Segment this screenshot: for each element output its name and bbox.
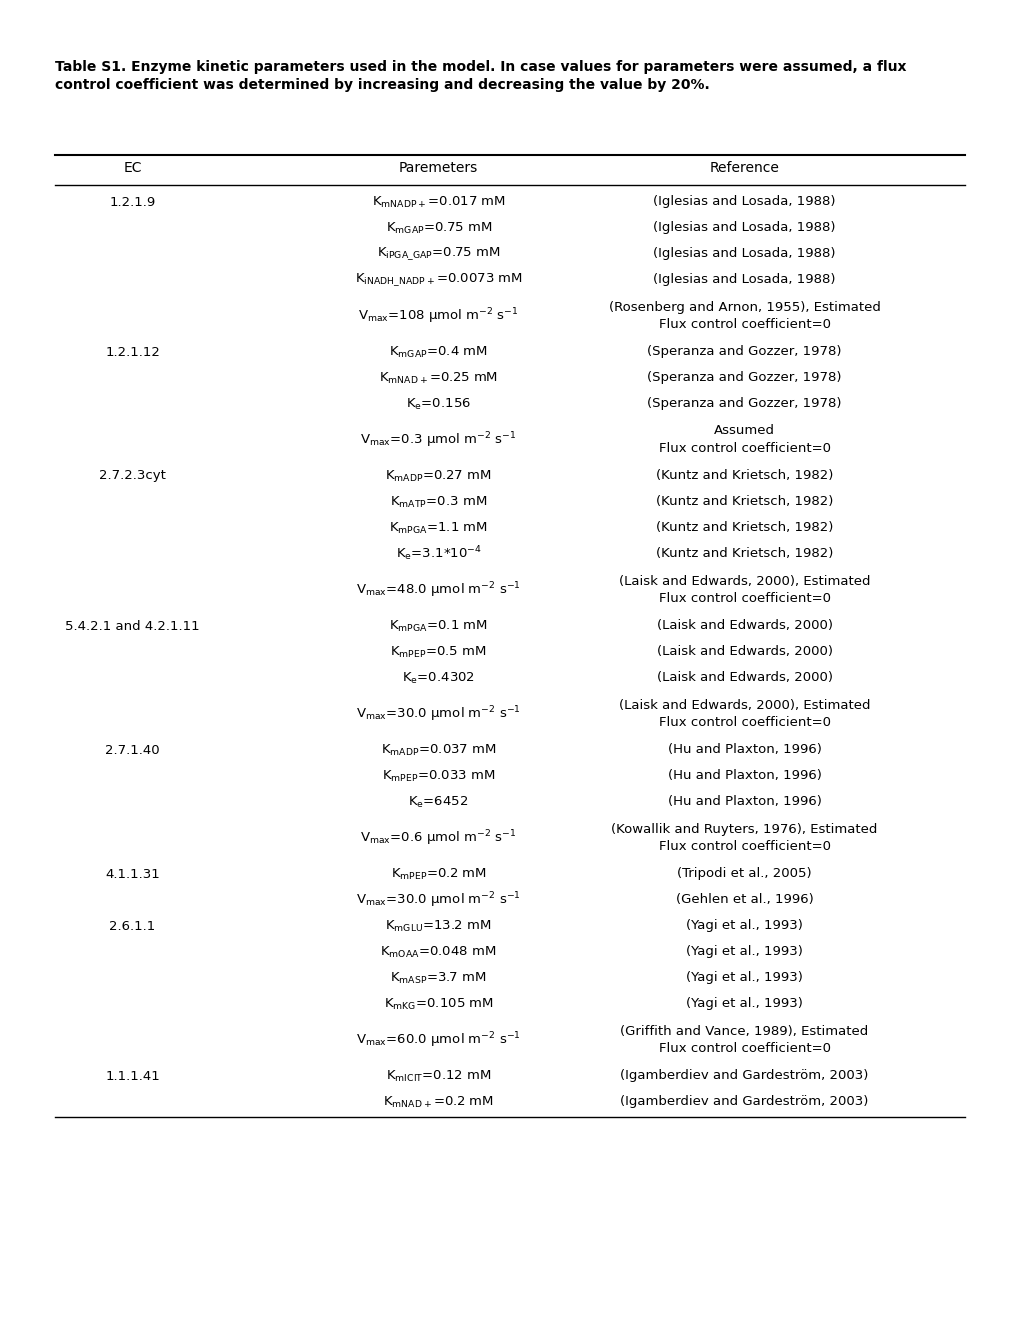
Text: V$_{\mathrm{max}}$=48.0 μmol m$^{-2}$ s$^{-1}$: V$_{\mathrm{max}}$=48.0 μmol m$^{-2}$ s$… [356,581,521,599]
Text: (Hu and Plaxton, 1996): (Hu and Plaxton, 1996) [667,770,820,783]
Text: Table S1. Enzyme kinetic parameters used in the model. In case values for parame: Table S1. Enzyme kinetic parameters used… [55,59,906,74]
Text: (Hu and Plaxton, 1996): (Hu and Plaxton, 1996) [667,743,820,756]
Text: (Speranza and Gozzer, 1978): (Speranza and Gozzer, 1978) [647,346,841,359]
Text: K$_{\mathrm{e}}$=6452: K$_{\mathrm{e}}$=6452 [408,795,469,809]
Text: 4.1.1.31: 4.1.1.31 [105,867,160,880]
Text: Assumed: Assumed [713,425,774,437]
Text: K$_{\mathrm{mGLU}}$=13.2 mM: K$_{\mathrm{mGLU}}$=13.2 mM [385,919,491,933]
Text: K$_{\mathrm{mOAA}}$=0.048 mM: K$_{\mathrm{mOAA}}$=0.048 mM [380,944,496,960]
Text: (Iglesias and Losada, 1988): (Iglesias and Losada, 1988) [653,248,835,260]
Text: V$_{\mathrm{max}}$=108 μmol m$^{-2}$ s$^{-1}$: V$_{\mathrm{max}}$=108 μmol m$^{-2}$ s$^… [358,306,519,326]
Text: (Laisk and Edwards, 2000), Estimated: (Laisk and Edwards, 2000), Estimated [619,698,869,711]
Text: K$_{\mathrm{mPEP}}$=0.033 mM: K$_{\mathrm{mPEP}}$=0.033 mM [381,768,495,784]
Text: (Kuntz and Krietsch, 1982): (Kuntz and Krietsch, 1982) [655,548,833,561]
Text: (Yagi et al., 1993): (Yagi et al., 1993) [686,920,802,932]
Text: (Igamberdiev and Gardeström, 2003): (Igamberdiev and Gardeström, 2003) [620,1069,868,1082]
Text: K$_{\mathrm{mICIT}}$=0.12 mM: K$_{\mathrm{mICIT}}$=0.12 mM [385,1068,491,1084]
Text: (Igamberdiev and Gardeström, 2003): (Igamberdiev and Gardeström, 2003) [620,1096,868,1109]
Text: (Yagi et al., 1993): (Yagi et al., 1993) [686,945,802,958]
Text: (Laisk and Edwards, 2000): (Laisk and Edwards, 2000) [656,672,832,685]
Text: K$_{\mathrm{mATP}}$=0.3 mM: K$_{\mathrm{mATP}}$=0.3 mM [389,495,487,510]
Text: V$_{\mathrm{max}}$=30.0 μmol m$^{-2}$ s$^{-1}$: V$_{\mathrm{max}}$=30.0 μmol m$^{-2}$ s$… [356,890,521,909]
Text: K$_{\mathrm{mPEP}}$=0.5 mM: K$_{\mathrm{mPEP}}$=0.5 mM [390,644,486,660]
Text: control coefficient was determined by increasing and decreasing the value by 20%: control coefficient was determined by in… [55,78,709,92]
Text: (Speranza and Gozzer, 1978): (Speranza and Gozzer, 1978) [647,397,841,411]
Text: V$_{\mathrm{max}}$=60.0 μmol m$^{-2}$ s$^{-1}$: V$_{\mathrm{max}}$=60.0 μmol m$^{-2}$ s$… [356,1030,521,1049]
Text: 1.1.1.41: 1.1.1.41 [105,1069,160,1082]
Text: K$_{\mathrm{mGAP}}$=0.4 mM: K$_{\mathrm{mGAP}}$=0.4 mM [389,345,487,359]
Text: EC: EC [123,161,142,176]
Text: (Gehlen et al., 1996): (Gehlen et al., 1996) [675,894,813,907]
Text: (Laisk and Edwards, 2000): (Laisk and Edwards, 2000) [656,619,832,632]
Text: K$_{\mathrm{iPGA\_GAP}}$=0.75 mM: K$_{\mathrm{iPGA\_GAP}}$=0.75 mM [376,246,500,263]
Text: (Rosenberg and Arnon, 1955), Estimated: (Rosenberg and Arnon, 1955), Estimated [608,301,879,314]
Text: V$_{\mathrm{max}}$=30.0 μmol m$^{-2}$ s$^{-1}$: V$_{\mathrm{max}}$=30.0 μmol m$^{-2}$ s$… [356,704,521,723]
Text: (Kuntz and Krietsch, 1982): (Kuntz and Krietsch, 1982) [655,470,833,483]
Text: (Hu and Plaxton, 1996): (Hu and Plaxton, 1996) [667,796,820,808]
Text: Paremeters: Paremeters [398,161,478,176]
Text: (Speranza and Gozzer, 1978): (Speranza and Gozzer, 1978) [647,371,841,384]
Text: (Yagi et al., 1993): (Yagi et al., 1993) [686,972,802,985]
Text: Flux control coefficient=0: Flux control coefficient=0 [658,841,829,854]
Text: K$_{\mathrm{mPGA}}$=0.1 mM: K$_{\mathrm{mPGA}}$=0.1 mM [389,619,487,634]
Text: Flux control coefficient=0: Flux control coefficient=0 [658,442,829,455]
Text: K$_{\mathrm{mADP}}$=0.27 mM: K$_{\mathrm{mADP}}$=0.27 mM [385,469,491,483]
Text: K$_{\mathrm{mADP}}$=0.037 mM: K$_{\mathrm{mADP}}$=0.037 mM [380,742,496,758]
Text: 2.6.1.1: 2.6.1.1 [109,920,156,932]
Text: (Tripodi et al., 2005): (Tripodi et al., 2005) [677,867,811,880]
Text: (Kuntz and Krietsch, 1982): (Kuntz and Krietsch, 1982) [655,521,833,535]
Text: K$_{\mathrm{e}}$=3.1*10$^{-4}$: K$_{\mathrm{e}}$=3.1*10$^{-4}$ [395,545,481,564]
Text: V$_{\mathrm{max}}$=0.3 μmol m$^{-2}$ s$^{-1}$: V$_{\mathrm{max}}$=0.3 μmol m$^{-2}$ s$^… [360,430,517,450]
Text: (Iglesias and Losada, 1988): (Iglesias and Losada, 1988) [653,222,835,235]
Text: 1.2.1.12: 1.2.1.12 [105,346,160,359]
Text: K$_{\mathrm{e}}$=0.156: K$_{\mathrm{e}}$=0.156 [406,396,471,412]
Text: (Laisk and Edwards, 2000), Estimated: (Laisk and Edwards, 2000), Estimated [619,574,869,587]
Text: Flux control coefficient=0: Flux control coefficient=0 [658,593,829,606]
Text: Flux control coefficient=0: Flux control coefficient=0 [658,318,829,331]
Text: K$_{\mathrm{mKG}}$=0.105 mM: K$_{\mathrm{mKG}}$=0.105 mM [383,997,493,1011]
Text: K$_{\mathrm{iNADH\_NADP+}}$=0.0073 mM: K$_{\mathrm{iNADH\_NADP+}}$=0.0073 mM [355,272,522,288]
Text: 5.4.2.1 and 4.2.1.11: 5.4.2.1 and 4.2.1.11 [65,619,200,632]
Text: K$_{\mathrm{e}}$=0.4302: K$_{\mathrm{e}}$=0.4302 [401,671,475,685]
Text: 2.7.1.40: 2.7.1.40 [105,743,160,756]
Text: (Iglesias and Losada, 1988): (Iglesias and Losada, 1988) [653,273,835,286]
Text: (Laisk and Edwards, 2000): (Laisk and Edwards, 2000) [656,645,832,659]
Text: Flux control coefficient=0: Flux control coefficient=0 [658,1043,829,1056]
Text: K$_{\mathrm{mNADP+}}$=0.017 mM: K$_{\mathrm{mNADP+}}$=0.017 mM [371,194,505,210]
Text: (Iglesias and Losada, 1988): (Iglesias and Losada, 1988) [653,195,835,209]
Text: 1.2.1.9: 1.2.1.9 [109,195,156,209]
Text: K$_{\mathrm{mPEP}}$=0.2 mM: K$_{\mathrm{mPEP}}$=0.2 mM [390,866,486,882]
Text: K$_{\mathrm{mGAP}}$=0.75 mM: K$_{\mathrm{mGAP}}$=0.75 mM [385,220,491,235]
Text: V$_{\mathrm{max}}$=0.6 μmol m$^{-2}$ s$^{-1}$: V$_{\mathrm{max}}$=0.6 μmol m$^{-2}$ s$^… [360,828,517,847]
Text: K$_{\mathrm{mASP}}$=3.7 mM: K$_{\mathrm{mASP}}$=3.7 mM [390,970,486,986]
Text: Flux control coefficient=0: Flux control coefficient=0 [658,717,829,730]
Text: K$_{\mathrm{mNAD+}}$=0.25 mM: K$_{\mathrm{mNAD+}}$=0.25 mM [379,371,497,385]
Text: (Griffith and Vance, 1989), Estimated: (Griffith and Vance, 1989), Estimated [620,1024,868,1038]
Text: (Kowallik and Ruyters, 1976), Estimated: (Kowallik and Ruyters, 1976), Estimated [610,822,877,836]
Text: K$_{\mathrm{mPGA}}$=1.1 mM: K$_{\mathrm{mPGA}}$=1.1 mM [389,520,487,536]
Text: 2.7.2.3cyt: 2.7.2.3cyt [99,470,166,483]
Text: (Kuntz and Krietsch, 1982): (Kuntz and Krietsch, 1982) [655,495,833,508]
Text: (Yagi et al., 1993): (Yagi et al., 1993) [686,998,802,1011]
Text: K$_{\mathrm{mNAD+}}$=0.2 mM: K$_{\mathrm{mNAD+}}$=0.2 mM [383,1094,493,1110]
Text: Reference: Reference [709,161,779,176]
